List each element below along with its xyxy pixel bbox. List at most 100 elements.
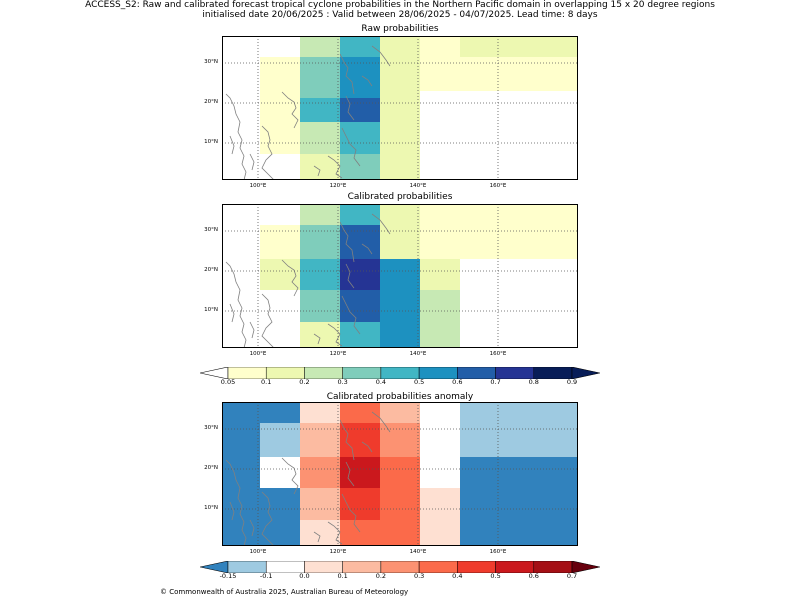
probability-cell bbox=[500, 36, 578, 57]
figure-title-line1: ACCESS_S2: Raw and calibrated forecast t… bbox=[85, 0, 715, 10]
probability-cell bbox=[300, 225, 340, 259]
probability-cell bbox=[340, 457, 380, 464]
coastline bbox=[225, 93, 247, 180]
probability-cell bbox=[460, 488, 500, 520]
coastline bbox=[261, 293, 275, 348]
coastline bbox=[345, 461, 355, 487]
probability-cell bbox=[420, 259, 460, 266]
probability-cell bbox=[460, 36, 500, 57]
probability-cell bbox=[300, 91, 340, 98]
colorbar-tick-label: 0.6 bbox=[528, 572, 539, 580]
coastline bbox=[339, 419, 355, 461]
probability-cell bbox=[340, 57, 380, 91]
probability-cell bbox=[500, 520, 578, 546]
probability-cell bbox=[340, 259, 380, 266]
calibrated-probabilities-map bbox=[222, 204, 578, 348]
probability-cell bbox=[460, 423, 500, 457]
probability-cell bbox=[460, 520, 500, 546]
lon-label: 140°E bbox=[409, 549, 427, 555]
probability-cell bbox=[300, 98, 340, 122]
probability-cell bbox=[380, 225, 420, 259]
colorbar-tick-label: 0.7 bbox=[566, 572, 578, 580]
probability-cell bbox=[420, 225, 460, 259]
heatmap-svg bbox=[222, 36, 578, 180]
probability-cell bbox=[222, 322, 260, 348]
colorbar-tick-label: 0.4 bbox=[452, 572, 463, 580]
probability-cell bbox=[380, 464, 420, 488]
lat-label: 30°N bbox=[204, 425, 218, 431]
probability-cell bbox=[380, 98, 420, 122]
probability-cell bbox=[222, 259, 260, 266]
probability-cell bbox=[460, 402, 500, 423]
probability-cell bbox=[500, 91, 578, 98]
probability-cell bbox=[260, 520, 300, 546]
probability-cell bbox=[222, 91, 260, 98]
lon-label: 120°E bbox=[329, 549, 347, 555]
probability-cell bbox=[340, 98, 380, 122]
colorbar-tick-label: 0.8 bbox=[528, 378, 539, 386]
probability-cell bbox=[260, 259, 300, 266]
coastline bbox=[281, 259, 299, 297]
probability-cell bbox=[340, 154, 380, 180]
probability-cell bbox=[340, 402, 380, 423]
probability-cell bbox=[380, 402, 420, 423]
probability-cell bbox=[300, 266, 340, 290]
colorbar-tick-label: 0.0 bbox=[299, 572, 310, 580]
probability-cell bbox=[340, 322, 380, 348]
heatmap-svg bbox=[222, 402, 578, 546]
probability-cell bbox=[260, 423, 300, 457]
coastline bbox=[327, 323, 343, 347]
probability-cell bbox=[420, 520, 460, 546]
coastline bbox=[341, 127, 361, 167]
probability-cell bbox=[340, 225, 380, 259]
colorbar-tick-label: 0.9 bbox=[566, 378, 578, 386]
colorbar-tick-label: 0.4 bbox=[375, 378, 387, 386]
probability-cell bbox=[420, 204, 460, 225]
lon-label: 100°E bbox=[249, 549, 267, 555]
probability-cell bbox=[300, 520, 340, 546]
coastline bbox=[361, 243, 373, 255]
probability-cell bbox=[420, 57, 460, 91]
probability-cell bbox=[260, 122, 300, 154]
coastline bbox=[361, 441, 373, 453]
probability-cell bbox=[420, 36, 460, 57]
coastline bbox=[225, 261, 247, 348]
probability-cell bbox=[380, 322, 420, 348]
probability-cell bbox=[222, 204, 260, 225]
coastline bbox=[361, 75, 373, 87]
probability-cell bbox=[420, 122, 460, 154]
probability-cell bbox=[500, 322, 578, 348]
probability-cell bbox=[340, 488, 380, 520]
coastline bbox=[339, 53, 355, 95]
probability-cell bbox=[500, 259, 578, 266]
colorbar-tick-label: 0.3 bbox=[413, 572, 425, 580]
lon-label: 120°E bbox=[329, 183, 347, 189]
probability-cell bbox=[340, 36, 380, 57]
coastline bbox=[313, 165, 321, 177]
figure-title-line2: initialised date 20/06/2025 : Valid betw… bbox=[202, 10, 598, 20]
probability-cell bbox=[340, 122, 380, 154]
lon-label: 160°E bbox=[489, 183, 507, 189]
map-frame bbox=[222, 204, 578, 348]
probability-cell bbox=[222, 464, 260, 488]
probability-cell bbox=[300, 423, 340, 457]
probability-cell bbox=[500, 457, 578, 464]
coastline bbox=[313, 531, 321, 543]
probability-cell bbox=[260, 204, 300, 225]
probability-cell bbox=[500, 154, 578, 180]
probability-cell bbox=[380, 423, 420, 457]
coastline bbox=[249, 321, 255, 339]
coastline bbox=[229, 135, 235, 155]
probability-cell bbox=[300, 402, 340, 423]
probability-cell bbox=[500, 57, 578, 91]
lat-label: 30°N bbox=[204, 227, 218, 233]
probability-cell bbox=[380, 154, 420, 180]
probability-cell bbox=[420, 423, 460, 457]
probability-cell bbox=[380, 457, 420, 464]
lat-label: 10°N bbox=[204, 505, 218, 511]
coastline bbox=[345, 263, 355, 289]
probability-cell bbox=[222, 57, 260, 91]
probability-cell bbox=[340, 423, 380, 457]
probability-cell bbox=[380, 122, 420, 154]
probability-cell bbox=[300, 154, 340, 180]
